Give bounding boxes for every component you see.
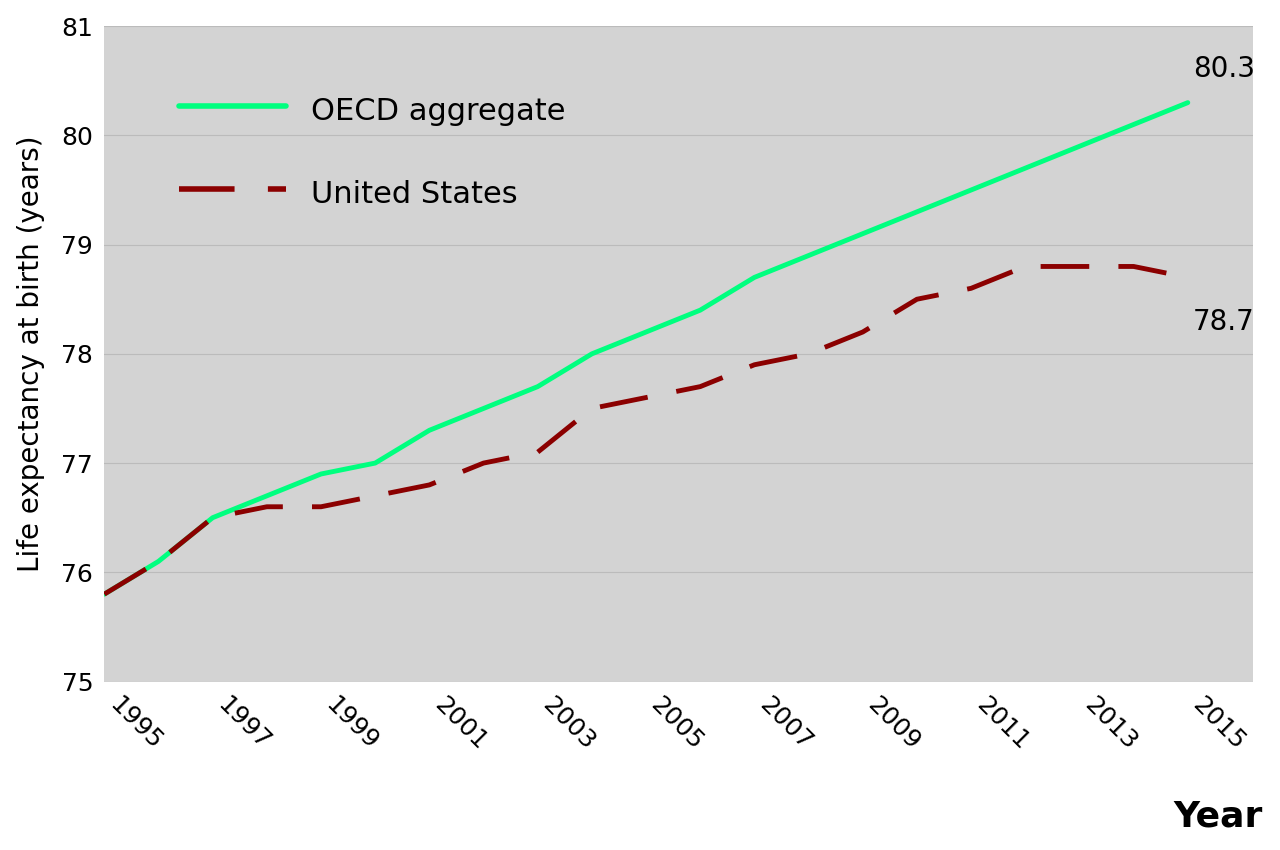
OECD aggregate xyxy=(639,327,654,337)
United States xyxy=(96,589,111,599)
United States xyxy=(1071,261,1087,271)
OECD aggregate xyxy=(584,348,599,359)
Legend: OECD aggregate, United States: OECD aggregate, United States xyxy=(142,54,602,248)
United States xyxy=(584,404,599,414)
United States xyxy=(855,327,870,337)
United States xyxy=(964,283,979,293)
United States xyxy=(801,348,817,359)
United States xyxy=(639,393,654,403)
United States xyxy=(367,490,383,501)
United States xyxy=(692,382,708,392)
OECD aggregate xyxy=(692,305,708,315)
United States xyxy=(530,447,545,457)
OECD aggregate xyxy=(855,229,870,239)
United States xyxy=(151,556,166,566)
OECD aggregate xyxy=(1126,119,1142,129)
OECD aggregate xyxy=(476,404,492,414)
United States xyxy=(259,502,274,512)
United States xyxy=(1018,261,1033,271)
OECD aggregate xyxy=(205,513,220,523)
Y-axis label: Life expectancy at birth (years): Life expectancy at birth (years) xyxy=(17,136,45,572)
OECD aggregate xyxy=(530,382,545,392)
X-axis label: Year: Year xyxy=(1174,800,1263,834)
OECD aggregate xyxy=(259,490,274,501)
OECD aggregate xyxy=(1071,141,1087,151)
OECD aggregate xyxy=(96,589,111,599)
Text: 78.7: 78.7 xyxy=(1193,308,1254,336)
OECD aggregate xyxy=(909,207,924,217)
OECD aggregate xyxy=(746,272,762,282)
United States xyxy=(1180,272,1196,282)
United States xyxy=(476,458,492,468)
United States xyxy=(909,294,924,304)
Text: 80.3: 80.3 xyxy=(1193,55,1256,83)
United States xyxy=(1126,261,1142,271)
OECD aggregate xyxy=(314,469,329,479)
OECD aggregate xyxy=(367,458,383,468)
OECD aggregate xyxy=(151,556,166,566)
OECD aggregate xyxy=(1180,98,1196,108)
United States xyxy=(314,502,329,512)
OECD aggregate xyxy=(421,425,436,435)
United States xyxy=(421,479,436,490)
United States xyxy=(205,513,220,523)
Line: OECD aggregate: OECD aggregate xyxy=(104,103,1188,594)
United States xyxy=(746,360,762,370)
Line: United States: United States xyxy=(104,266,1188,594)
OECD aggregate xyxy=(964,185,979,196)
OECD aggregate xyxy=(801,251,817,261)
OECD aggregate xyxy=(1018,163,1033,173)
